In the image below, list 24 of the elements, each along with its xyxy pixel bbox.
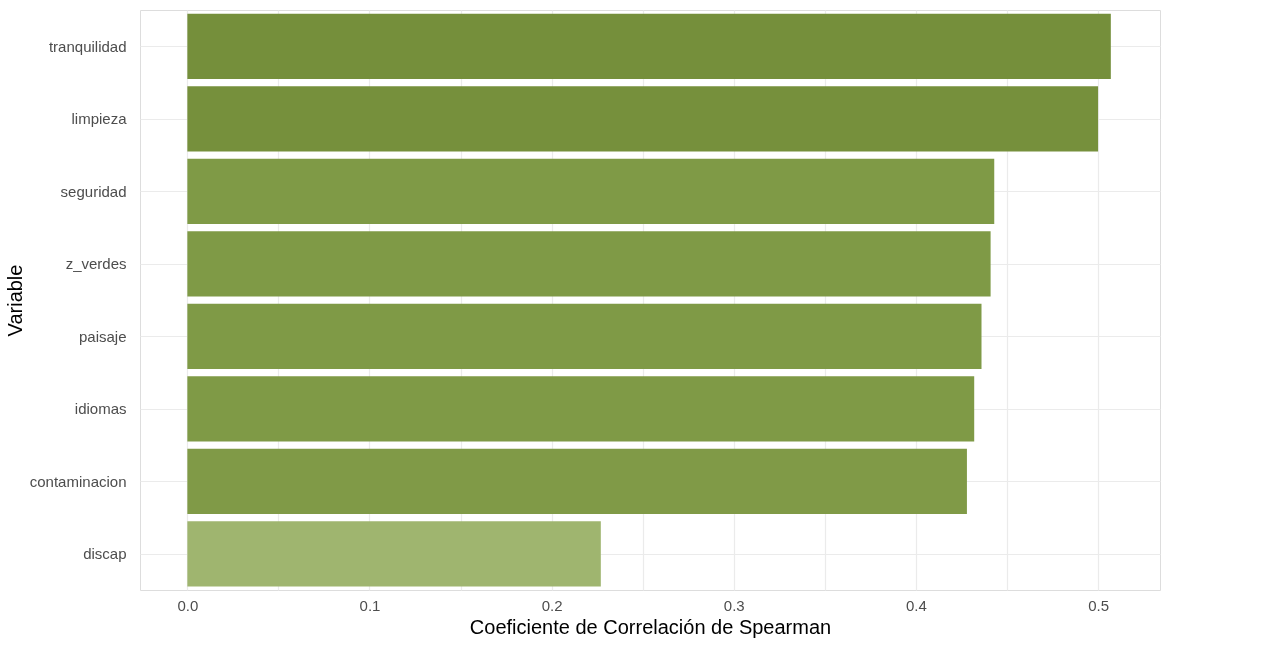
bar (187, 303, 982, 369)
x-tick-label: 0.2 (541, 596, 563, 614)
bar (187, 231, 991, 297)
x-tick-label: 0.1 (359, 596, 381, 614)
x-tick-label: 0.4 (906, 596, 927, 614)
y-tick-label: tranquilidad (48, 37, 127, 55)
y-tick-label: paisaje (78, 327, 127, 345)
bar (187, 158, 995, 224)
y-tick-label: limpieza (71, 110, 128, 128)
y-tick-label: idiomas (74, 400, 127, 418)
y-tick-label: contaminacion (29, 472, 127, 490)
bar (187, 448, 967, 514)
y-tick-label: discap (83, 545, 127, 563)
y-tick-label: z_verdes (65, 255, 127, 273)
x-tick-label: 0.0 (177, 596, 199, 614)
y-axis-title: Variable (3, 264, 26, 337)
bar (187, 13, 1111, 79)
bar (187, 521, 601, 587)
x-axis-title: Coeficiente de Correlación de Spearman (469, 615, 832, 638)
bar (187, 376, 975, 442)
bar (187, 86, 1099, 152)
x-tick-label: 0.5 (1088, 596, 1109, 614)
x-tick-label: 0.3 (723, 596, 745, 614)
y-tick-label: seguridad (60, 182, 127, 200)
